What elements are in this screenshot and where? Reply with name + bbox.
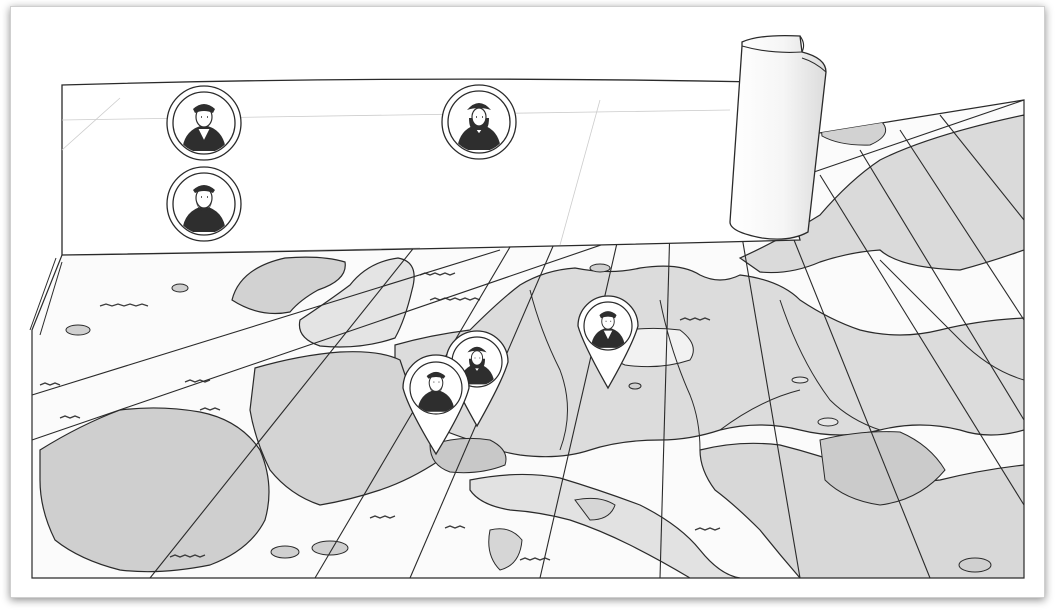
map-land	[39, 114, 1024, 578]
scroll-roll	[729, 34, 827, 240]
reformer-pin-portrait-2-icon[interactable]	[402, 354, 470, 456]
corsica-shape	[574, 497, 616, 521]
banner-portraits	[166, 84, 517, 242]
iberia-shape	[39, 407, 270, 573]
map-grid-lines	[31, 99, 1025, 579]
britain-shape	[298, 257, 415, 348]
map-lettering-decor	[39, 272, 721, 561]
reformer-portrait-3-icon[interactable]	[441, 84, 517, 160]
sardinia-shape	[488, 528, 523, 571]
switzerland-shape	[429, 437, 507, 474]
hungary-shape	[819, 431, 946, 506]
reformer-pin-portrait-1-icon[interactable]	[577, 295, 639, 390]
map-pins	[402, 295, 639, 456]
italy-shape	[469, 473, 741, 578]
scroll-banner	[61, 34, 827, 256]
reformer-portrait-2-icon[interactable]	[166, 166, 242, 242]
ireland-shape	[231, 256, 346, 315]
map-sheet	[29, 99, 1025, 579]
balkans-shape	[699, 442, 1024, 578]
scandinavia-shape	[738, 114, 1024, 274]
reformer-portrait-1-icon[interactable]	[166, 85, 242, 161]
